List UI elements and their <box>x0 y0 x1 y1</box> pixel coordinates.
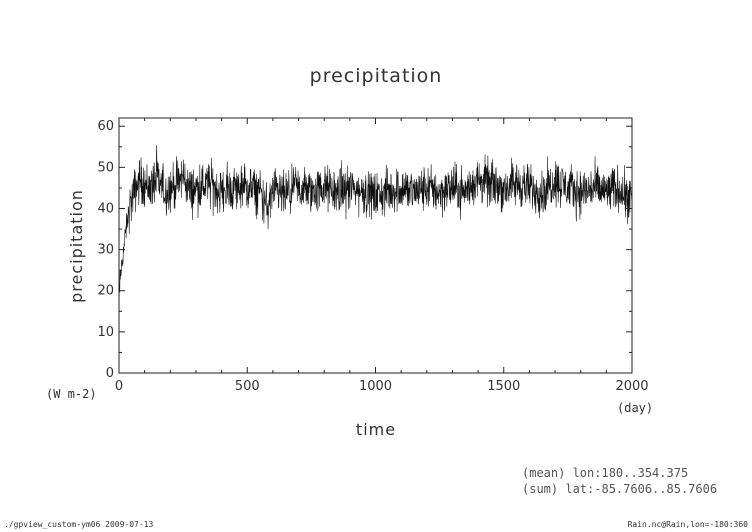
x-tick-label: 2000 <box>615 379 648 394</box>
y-tick-label: 60 <box>97 119 114 134</box>
x-tick-label: 0 <box>115 379 123 394</box>
footer-left: ./gpview_custom-ym06 2009-07-13 <box>4 520 153 529</box>
y-unit-label: (W m-2) <box>46 387 97 401</box>
x-tick-label: 500 <box>235 379 260 394</box>
y-tick-label: 30 <box>97 243 114 258</box>
plot-frame <box>118 117 633 374</box>
sum-annotation: (sum) lat:-85.7606..85.7606 <box>522 482 717 496</box>
footer-right: Rain.nc@Rain,lon=-180:360 <box>628 520 749 529</box>
precipitation-series-line <box>118 144 633 293</box>
y-tick-label: 20 <box>97 284 114 299</box>
y-tick-label: 10 <box>97 325 114 340</box>
chart-title: precipitation <box>310 65 443 87</box>
x-tick-label: 1000 <box>359 379 392 394</box>
x-axis-label: time <box>356 420 396 439</box>
data-line-layer <box>118 144 633 293</box>
y-tick-label: 0 <box>106 366 114 381</box>
y-axis-label: precipitation <box>67 189 86 303</box>
mean-annotation: (mean) lon:180..354.375 <box>522 466 688 480</box>
y-tick-label: 40 <box>97 201 114 216</box>
y-tick-label: 50 <box>97 160 114 175</box>
x-unit-label: (day) <box>617 401 653 415</box>
x-tick-label: 1500 <box>487 379 520 394</box>
tick-layer: 0 10 20 30 40 50 60 0 500 1000 1500 2000 <box>97 118 649 394</box>
